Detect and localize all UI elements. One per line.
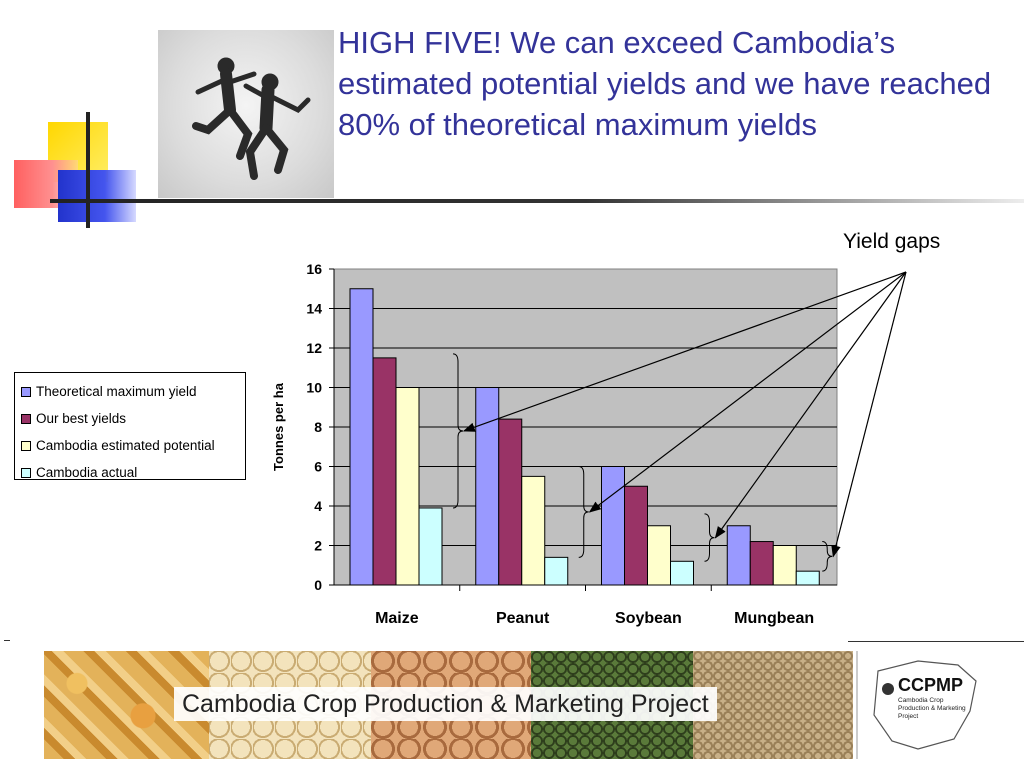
yield-gap-arrow xyxy=(588,271,907,513)
bar-maize-2 xyxy=(395,387,420,586)
slide-dash xyxy=(4,640,10,641)
x-category-label: Maize xyxy=(375,610,419,627)
legend-label: Cambodia estimated potential xyxy=(36,438,215,453)
jumping-people-icon xyxy=(192,57,311,180)
footer-separator xyxy=(848,641,1024,642)
y-tick-label: 10 xyxy=(306,380,322,396)
yield-gap-arrow xyxy=(714,271,907,539)
bar-maize-0 xyxy=(349,288,374,586)
yield-gap-arrow xyxy=(462,271,907,432)
bar-soybean-2 xyxy=(647,525,671,586)
bar-mungbean-3 xyxy=(795,570,820,586)
legend-swatch xyxy=(21,440,31,451)
y-tick-label: 16 xyxy=(306,261,322,277)
slide-title: HIGH FIVE! We can exceed Cambodia’s esti… xyxy=(338,25,992,142)
chart-legend: Theoretical maximum yield Our best yield… xyxy=(14,372,246,480)
sesame-grain-image xyxy=(693,651,853,759)
yield-gaps-callout: Yield gaps xyxy=(843,230,941,253)
legend-label: Our best yields xyxy=(36,411,127,426)
bar-maize-3 xyxy=(418,507,443,586)
legend-swatch xyxy=(21,386,31,397)
banner-caption: Cambodia Crop Production & Marketing Pro… xyxy=(174,687,717,721)
project-banner: Cambodia Crop Production & Marketing Pro… xyxy=(44,651,988,761)
legend-item-theoretical: Theoretical maximum yield xyxy=(21,378,239,405)
x-category-label: Peanut xyxy=(496,610,550,627)
cambodia-map-icon xyxy=(873,660,977,750)
y-tick-label: 6 xyxy=(314,459,322,475)
legend-swatch xyxy=(21,413,31,424)
bar-mungbean-0 xyxy=(726,525,751,586)
x-category-label: Soybean xyxy=(615,610,682,627)
decor-vertical-line xyxy=(86,112,90,228)
bar-soybean-3 xyxy=(670,560,694,586)
legend-label: Theoretical maximum yield xyxy=(36,384,197,399)
legend-label: Cambodia actual xyxy=(36,465,138,480)
y-axis-label: Tonnes per ha xyxy=(271,382,286,471)
bar-soybean-1 xyxy=(624,485,648,586)
y-tick-label: 8 xyxy=(314,419,322,435)
bar-peanut-1 xyxy=(498,418,523,586)
y-tick-label: 2 xyxy=(314,538,322,554)
bar-peanut-3 xyxy=(544,556,569,586)
decor-horizontal-line xyxy=(50,199,1024,203)
bar-maize-1 xyxy=(372,357,397,586)
jumping-people-photo xyxy=(158,30,334,198)
yield-gap-brace-peanut xyxy=(578,466,589,558)
y-tick-label: 12 xyxy=(306,340,322,356)
bar-soybean-0 xyxy=(601,466,625,586)
logo-subtitle: Cambodia Crop Production & Marketing Pro… xyxy=(898,697,966,720)
y-tick-label: 14 xyxy=(306,301,322,317)
yield-gap-brace-soybean xyxy=(704,513,715,562)
ccpmp-logo: CCPMP Cambodia Crop Production & Marketi… xyxy=(856,651,988,759)
bar-mungbean-2 xyxy=(772,545,797,586)
legend-item-best: Our best yields xyxy=(21,405,239,432)
y-tick-label: 0 xyxy=(314,577,322,593)
bar-peanut-0 xyxy=(475,387,500,586)
bar-peanut-2 xyxy=(521,475,546,586)
x-category-label: Mungbean xyxy=(734,610,814,627)
decor-blue-square xyxy=(58,170,136,222)
bar-mungbean-1 xyxy=(749,541,774,586)
logo-title: CCPMP xyxy=(898,675,964,695)
legend-item-potential: Cambodia estimated potential xyxy=(21,432,239,459)
legend-item-actual: Cambodia actual xyxy=(21,459,239,486)
yield-gap-arrow xyxy=(831,271,907,558)
legend-swatch xyxy=(21,467,31,478)
y-tick-label: 4 xyxy=(314,498,322,514)
